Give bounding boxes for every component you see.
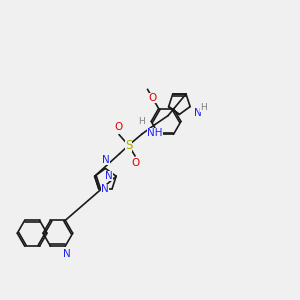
Text: O: O (114, 122, 123, 132)
Text: O: O (148, 93, 157, 103)
Text: NH: NH (147, 128, 163, 137)
Text: O: O (132, 158, 140, 168)
Text: N: N (102, 155, 110, 165)
Text: N: N (63, 249, 71, 259)
Text: S: S (125, 139, 132, 152)
Text: H: H (200, 103, 207, 112)
Text: H: H (139, 117, 145, 126)
Text: N: N (105, 171, 112, 181)
Text: N: N (101, 184, 109, 194)
Text: N: N (194, 108, 202, 118)
